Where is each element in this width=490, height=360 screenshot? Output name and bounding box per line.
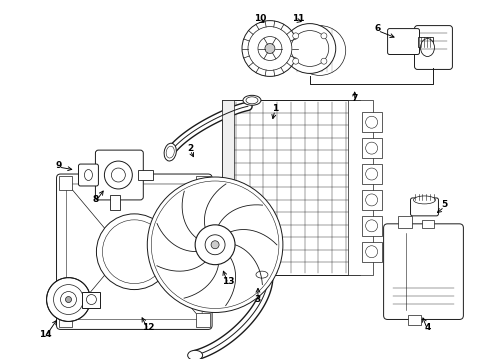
Text: 11: 11 xyxy=(292,14,304,23)
Bar xyxy=(362,216,382,236)
Ellipse shape xyxy=(256,271,268,278)
Circle shape xyxy=(248,27,292,71)
Circle shape xyxy=(47,278,91,321)
Bar xyxy=(362,112,382,132)
Circle shape xyxy=(242,21,298,76)
FancyBboxPatch shape xyxy=(78,164,98,186)
Bar xyxy=(110,195,121,210)
Ellipse shape xyxy=(366,246,378,258)
Circle shape xyxy=(86,294,97,305)
Bar xyxy=(362,242,382,262)
Bar xyxy=(397,216,412,228)
Ellipse shape xyxy=(291,31,329,67)
Text: 12: 12 xyxy=(142,323,154,332)
Text: 14: 14 xyxy=(39,330,52,339)
Text: 3: 3 xyxy=(255,295,261,304)
Bar xyxy=(196,176,210,190)
Bar xyxy=(362,164,382,184)
Circle shape xyxy=(147,177,283,312)
Circle shape xyxy=(104,161,132,189)
Text: 2: 2 xyxy=(187,144,193,153)
FancyBboxPatch shape xyxy=(56,174,212,329)
Text: 5: 5 xyxy=(441,201,447,210)
Circle shape xyxy=(205,235,225,255)
Ellipse shape xyxy=(366,116,378,128)
Ellipse shape xyxy=(246,97,258,104)
Circle shape xyxy=(293,58,299,64)
Circle shape xyxy=(195,225,235,265)
Ellipse shape xyxy=(294,26,346,75)
Ellipse shape xyxy=(84,170,93,180)
Circle shape xyxy=(321,58,327,64)
Ellipse shape xyxy=(420,39,435,57)
Ellipse shape xyxy=(284,24,336,73)
Ellipse shape xyxy=(366,194,378,206)
Bar xyxy=(422,220,435,228)
Bar xyxy=(82,292,100,307)
Bar xyxy=(348,100,372,275)
Bar xyxy=(362,138,382,158)
Bar xyxy=(58,176,73,190)
FancyBboxPatch shape xyxy=(411,198,439,216)
Ellipse shape xyxy=(253,270,271,280)
Text: 1: 1 xyxy=(272,104,278,113)
Circle shape xyxy=(111,168,125,182)
Ellipse shape xyxy=(366,168,378,180)
Circle shape xyxy=(321,33,327,39)
Text: 4: 4 xyxy=(424,323,431,332)
Bar xyxy=(58,314,73,328)
FancyBboxPatch shape xyxy=(388,28,419,54)
Ellipse shape xyxy=(243,95,261,105)
Bar xyxy=(222,100,234,275)
Bar xyxy=(196,314,210,328)
Bar xyxy=(138,170,153,180)
Text: 8: 8 xyxy=(92,195,98,204)
Bar xyxy=(222,100,360,275)
Text: 10: 10 xyxy=(254,14,266,23)
Circle shape xyxy=(102,220,166,284)
Circle shape xyxy=(258,37,282,60)
Text: 6: 6 xyxy=(374,24,381,33)
Circle shape xyxy=(151,181,279,309)
FancyBboxPatch shape xyxy=(384,224,464,319)
Text: 9: 9 xyxy=(55,161,62,170)
Ellipse shape xyxy=(366,220,378,232)
Circle shape xyxy=(211,241,219,249)
Bar xyxy=(408,315,421,325)
Bar xyxy=(417,37,434,46)
Ellipse shape xyxy=(164,143,176,161)
Ellipse shape xyxy=(366,142,378,154)
Circle shape xyxy=(66,297,72,302)
Ellipse shape xyxy=(166,146,174,158)
FancyBboxPatch shape xyxy=(96,150,143,200)
Ellipse shape xyxy=(414,196,436,204)
FancyBboxPatch shape xyxy=(415,26,452,69)
Circle shape xyxy=(97,214,172,289)
Text: 7: 7 xyxy=(351,94,358,103)
Bar xyxy=(362,190,382,210)
Text: 13: 13 xyxy=(222,277,234,286)
Circle shape xyxy=(265,44,275,54)
Circle shape xyxy=(53,285,83,315)
Circle shape xyxy=(61,292,76,307)
Circle shape xyxy=(293,33,299,39)
Ellipse shape xyxy=(188,350,203,360)
